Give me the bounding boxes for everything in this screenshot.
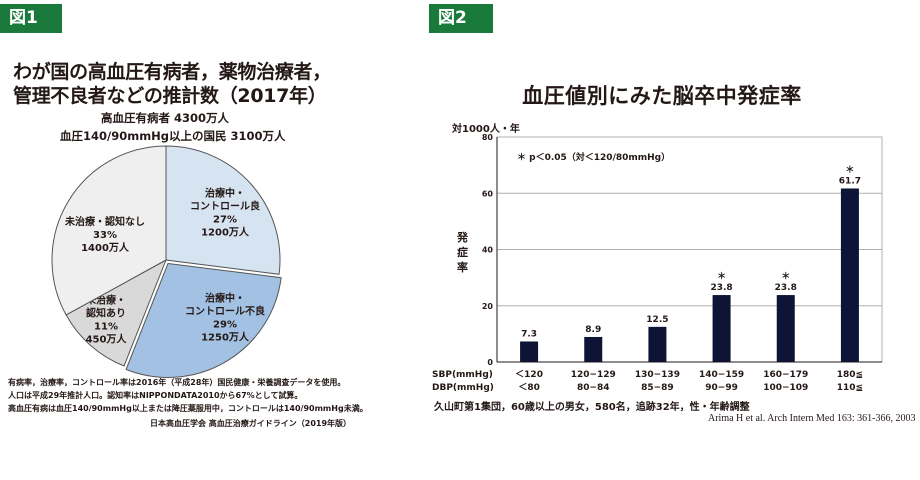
pie-slice-label: 認知あり: [86, 307, 126, 320]
bar-value-label: 12.5: [646, 315, 668, 325]
y-tick-label: 40: [482, 246, 494, 255]
fig2-title: 血圧値別にみた脳卒中発症率: [522, 84, 802, 108]
fig1-note: 人口は平成29年推計人口。認知率はNIPPONDATA2010から67%として試…: [8, 391, 303, 400]
bar: [840, 188, 859, 362]
pie-slice: [65, 258, 167, 367]
fig2-y-axis-label: 発症率: [457, 231, 468, 274]
x-category-dbp: ＜80: [518, 382, 540, 393]
pie-slice-label: 11%: [94, 322, 118, 333]
significance-marker: ＊: [781, 271, 790, 282]
x-category-dbp: 100−109: [763, 383, 808, 393]
legend-note: ＊ p＜0.05（対＜120/80mmHg）: [517, 151, 670, 163]
bar-value-label: 23.8: [775, 283, 797, 293]
pie-slice-label: コントロール良: [190, 200, 260, 213]
pie-slice-label: 450万人: [86, 333, 128, 346]
fig1-source: 日本高血圧学会 高血圧治療ガイドライン（2019年版）: [150, 419, 352, 428]
x-category-dbp: 110≦: [837, 383, 863, 393]
x-category-sbp: 120−129: [571, 370, 616, 380]
fig1-subtitle-line1: 高血圧有病者 4300万人: [100, 111, 229, 125]
bar: [648, 326, 667, 362]
x-category-sbp: 180≦: [837, 370, 863, 380]
y-tick-label: 0: [487, 358, 493, 367]
pie-slice: [51, 145, 167, 316]
pie-slice-label: 1400万人: [81, 241, 130, 254]
x-category-dbp: 90−99: [705, 383, 738, 393]
y-tick-label: 60: [482, 189, 494, 198]
x-category-dbp: 85−89: [641, 383, 674, 393]
significance-marker: ＊: [845, 164, 854, 175]
dbp-row-label: DBP(mmHg): [432, 383, 494, 393]
bar-value-label: 7.3: [521, 329, 537, 339]
y-tick-label: 20: [482, 302, 494, 311]
significance-marker: ＊: [717, 271, 726, 282]
pie-slice: [165, 145, 281, 275]
pie-slice-label: 27%: [213, 215, 237, 226]
bar: [584, 336, 603, 362]
pie-slice-label: 治療中・: [205, 292, 245, 305]
fig1-subtitle-line2: 血圧140/90mmHg以上の国民 3100万人: [60, 129, 286, 143]
x-category-sbp: 130−139: [635, 370, 680, 380]
bar: [776, 295, 795, 362]
fig2-y-unit-label: 対1000人・年: [452, 124, 520, 135]
x-category-sbp: ＜120: [515, 369, 543, 380]
bar: [712, 295, 731, 362]
pie-slice-label: コントロール不良: [185, 305, 265, 318]
fig2-caption: 久山町第1集団，60歳以上の男女，580名，追跡32年，性・年齢調整: [434, 402, 750, 413]
pie-slice-label: 1250万人: [201, 331, 250, 344]
x-category-sbp: 160−179: [763, 370, 808, 380]
fig1-note: 高血圧有病は血圧140/90mmHg以上または降圧薬服用中，コントロールは140…: [8, 404, 368, 413]
pie-slice-label: 1200万人: [201, 226, 250, 239]
bar-value-label: 61.7: [839, 176, 861, 186]
bar: [520, 341, 539, 362]
bar-value-label: 8.9: [585, 325, 601, 335]
fig1-title-line2: 管理不良者などの推計数（2017年）: [13, 85, 327, 107]
fig1-note: 有病率，治療率，コントロール率は2016年（平成28年）国民健康・栄養調査データ…: [8, 378, 346, 387]
figure-1-tag: 図1: [0, 4, 62, 33]
fig1-title-line1: わが国の高血圧有病者，薬物治療者，: [13, 61, 331, 83]
y-tick-label: 80: [482, 133, 494, 142]
x-category-dbp: 80−84: [577, 383, 610, 393]
fig2-citation: Arima H et al. Arch Intern Med 163: 361-…: [708, 413, 916, 424]
bar-value-label: 23.8: [710, 283, 732, 293]
sbp-row-label: SBP(mmHg): [432, 370, 493, 380]
x-category-sbp: 140−159: [699, 370, 744, 380]
pie-slice: [125, 262, 282, 378]
pie-slice-label: 29%: [213, 320, 237, 331]
figure-2-tag: 図2: [429, 4, 493, 33]
pie-slice-label: 治療中・: [205, 187, 245, 200]
pie-slice-label: 未治療・認知なし: [64, 215, 145, 228]
pie-slice-label: 33%: [93, 230, 117, 241]
